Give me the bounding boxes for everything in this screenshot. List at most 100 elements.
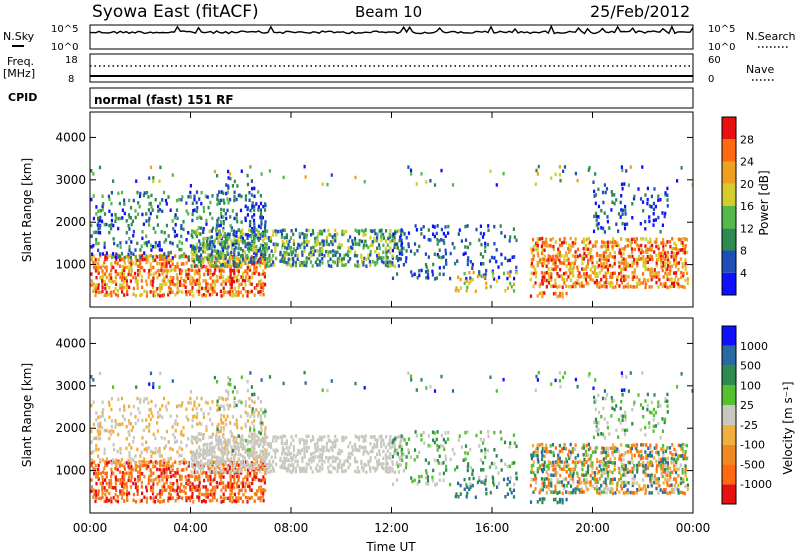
velocity-cell xyxy=(558,464,561,469)
power-cell xyxy=(492,274,495,279)
power-cell xyxy=(650,285,653,289)
velocity-cell xyxy=(128,442,131,447)
power-cell xyxy=(260,172,263,176)
velocity-cell xyxy=(143,463,146,468)
velocity-cell xyxy=(250,488,253,492)
power-cell xyxy=(163,278,166,283)
power-cell xyxy=(290,252,293,257)
velocity-cell xyxy=(504,495,507,499)
power-cell xyxy=(552,262,555,266)
velocity-cell xyxy=(126,496,129,500)
velocity-cell xyxy=(500,437,503,441)
velocity-cell xyxy=(217,435,221,440)
power-cell xyxy=(334,228,337,233)
power-cell xyxy=(576,278,579,283)
velocity-cell xyxy=(612,443,615,447)
velocity-cell xyxy=(404,465,408,470)
velocity-cell xyxy=(341,438,344,443)
power-cell xyxy=(316,263,319,267)
velocity-cell xyxy=(322,449,325,453)
power-cell xyxy=(369,229,372,233)
power-cell xyxy=(115,252,118,256)
power-cell xyxy=(229,176,232,181)
velocity-cell xyxy=(239,453,243,457)
power-cell xyxy=(596,284,599,289)
velocity-cell xyxy=(515,444,518,449)
velocity-cell xyxy=(272,439,275,443)
power-cell xyxy=(99,208,102,213)
power-cell xyxy=(172,276,175,280)
power-cell xyxy=(657,244,660,249)
power-cell xyxy=(260,283,263,287)
power-cell xyxy=(148,216,151,221)
velocity-cell xyxy=(558,490,561,494)
power-cell xyxy=(484,272,487,277)
power-cell xyxy=(118,254,121,259)
power-cell xyxy=(597,222,600,226)
velocity-cell xyxy=(199,438,202,442)
velocity-cell xyxy=(195,396,199,400)
power-cell xyxy=(343,254,346,258)
power-cell xyxy=(217,256,220,260)
velocity-cell xyxy=(382,442,385,446)
velocity-cell xyxy=(657,477,660,481)
colorbar-tick-label: 24 xyxy=(740,156,754,169)
velocity-cell xyxy=(119,492,122,496)
power-cell xyxy=(263,275,266,279)
velocity-cell xyxy=(442,471,445,476)
velocity-cell xyxy=(550,484,553,488)
power-cell xyxy=(545,285,548,289)
velocity-cell xyxy=(95,471,98,476)
velocity-cell xyxy=(136,464,139,469)
power-cell xyxy=(549,284,553,288)
power-cell xyxy=(299,263,302,267)
velocity-cell xyxy=(336,469,339,474)
velocity-cell xyxy=(171,447,174,452)
velocity-cell xyxy=(608,469,612,474)
velocity-cell xyxy=(369,455,372,460)
velocity-cell xyxy=(253,414,256,418)
velocity-cell xyxy=(374,469,377,473)
velocity-cell xyxy=(270,463,273,467)
velocity-cell xyxy=(299,469,302,473)
power-cell xyxy=(530,247,533,251)
velocity-cell xyxy=(607,453,610,458)
power-cell xyxy=(647,278,650,283)
power-cell xyxy=(127,252,130,257)
power-cell xyxy=(233,229,236,233)
power-cell xyxy=(604,250,607,254)
velocity-cell xyxy=(285,458,288,463)
power-cell xyxy=(628,263,632,268)
power-cell xyxy=(108,275,111,279)
power-cell xyxy=(547,275,551,279)
velocity-cell xyxy=(591,464,594,468)
velocity-cell xyxy=(99,471,102,476)
power-cell xyxy=(641,250,645,254)
power-cell xyxy=(222,221,225,226)
velocity-cell xyxy=(127,429,130,434)
velocity-cell xyxy=(609,460,612,465)
velocity-cell xyxy=(589,463,592,468)
velocity-cell xyxy=(464,430,467,435)
velocity-cell xyxy=(156,475,159,479)
power-cell xyxy=(220,212,223,216)
power-cell xyxy=(264,223,267,228)
velocity-cell xyxy=(303,448,306,452)
power-cell xyxy=(143,253,146,258)
velocity-cell xyxy=(210,465,213,470)
velocity-cell xyxy=(246,472,249,476)
velocity-cell xyxy=(206,478,210,482)
velocity-cell xyxy=(237,496,240,500)
power-cell xyxy=(392,232,395,236)
velocity-cell xyxy=(241,434,244,438)
power-cell xyxy=(605,257,608,262)
velocity-cell xyxy=(609,490,612,494)
velocity-cell xyxy=(511,461,514,465)
power-cell xyxy=(110,201,113,206)
power-cell xyxy=(541,241,544,245)
velocity-cell xyxy=(617,449,620,454)
velocity-cell xyxy=(217,439,220,443)
velocity-cell xyxy=(137,475,140,479)
velocity-cell xyxy=(199,453,203,457)
power-cell xyxy=(541,275,544,279)
